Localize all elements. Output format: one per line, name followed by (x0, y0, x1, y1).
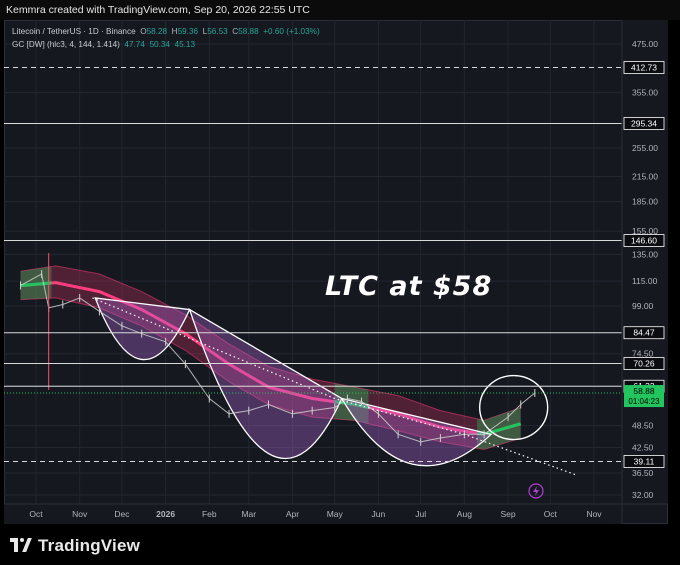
indicator-legend: GC [DW] (hlc3, 4, 144, 1.414) 47.74 50.3… (12, 40, 195, 49)
level-price-text: 295.34 (631, 118, 657, 128)
chart-annotation: LTC at $58 (325, 271, 493, 302)
level-price-text: 39.11 (634, 456, 655, 466)
x-tick-label: Apr (286, 509, 299, 519)
y-tick-label: 115.00 (632, 276, 658, 286)
y-tick-label: 135.00 (632, 249, 658, 259)
x-tick-label: Oct (544, 509, 558, 519)
level-price-text: 70.26 (633, 359, 655, 369)
last-price-text: 58.88 (633, 386, 655, 396)
x-tick-label: May (327, 509, 344, 519)
cup-arc (94, 297, 191, 361)
level-price-tag (623, 61, 665, 74)
level-price-tag (623, 234, 665, 247)
low-label: L (202, 27, 208, 36)
cup-arc (188, 308, 343, 460)
footer: TradingView (0, 524, 680, 565)
x-tick-label: Jul (415, 509, 426, 519)
countdown-text: 01:04:23 (628, 397, 660, 406)
ohlc-legend: Litecoin / TetherUS · 1D · Binance O58.2… (12, 27, 320, 36)
low-value: 56.53 (207, 27, 228, 36)
last-price-tag (624, 385, 664, 408)
level-price-tag (623, 455, 665, 468)
grid (4, 20, 622, 504)
tradingview-logo[interactable]: TradingView (10, 536, 140, 556)
lightning-icon[interactable] (528, 483, 544, 499)
close-value: 58.88 (238, 27, 259, 36)
level-price-tag (623, 117, 665, 130)
indicator-value-3: 45.13 (174, 40, 196, 49)
band-mid-line (20, 281, 522, 436)
price-chart[interactable]: 475.00355.00295.00255.00215.00185.00155.… (4, 20, 668, 524)
tradingview-logo-text: TradingView (38, 536, 141, 555)
y-tick-label: 48.50 (632, 420, 654, 430)
chart-header: Kemmra created with TradingView.com, Sep… (0, 0, 680, 20)
band-upper (20, 265, 521, 421)
x-tick-label: 2026 (156, 509, 175, 519)
y-tick-label: 42.50 (632, 443, 654, 453)
y-tick-label: 255.00 (632, 143, 658, 153)
x-tick-label: Feb (202, 509, 217, 519)
x-tick-label: Jun (372, 509, 386, 519)
price-line (20, 273, 536, 443)
y-tick-label: 99.00 (632, 301, 654, 311)
high-value: 59.36 (177, 27, 199, 36)
y-tick-label: 185.00 (632, 197, 658, 207)
level-price-tag (623, 326, 665, 340)
level-price-text: 146.60 (631, 236, 657, 246)
x-tick-label: Nov (586, 509, 602, 519)
x-tick-label: Nov (72, 509, 88, 519)
x-tick-label: Mar (241, 509, 256, 519)
trendline[interactable] (92, 297, 578, 476)
y-tick-label: 475.00 (632, 39, 658, 49)
y-tick-label: 215.00 (632, 172, 658, 182)
tradingview-logo-icon (10, 538, 32, 552)
x-tick-label: Sep (500, 509, 515, 519)
indicator-title[interactable]: GC [DW] (hlc3, 4, 144, 1.414) (12, 40, 120, 49)
level-price-text: 84.47 (633, 328, 655, 338)
band-green-line (20, 281, 52, 288)
y-tick-label: 74.50 (632, 349, 654, 359)
band-green-segment (477, 407, 521, 449)
level-price-tag (623, 357, 665, 370)
x-tick-label: Aug (457, 509, 472, 519)
open-label: O (140, 27, 147, 36)
y-tick-label: 355.00 (632, 88, 658, 98)
band-green-line (476, 422, 522, 436)
indicator-value-2: 50.34 (149, 40, 170, 49)
change-value: +0.60 (+1.03%) (263, 27, 320, 36)
price-axis-bg (622, 20, 668, 504)
symbol-title[interactable]: Litecoin / TetherUS · 1D · Binance (12, 27, 136, 36)
y-tick-label: 36.50 (632, 468, 654, 478)
x-tick-label: Dec (114, 509, 130, 519)
time-axis-bg (4, 504, 622, 524)
open-value: 58.28 (146, 27, 168, 36)
close-label: C (232, 27, 239, 36)
time-axis[interactable]: Oct Nov Dec 2026 Feb Mar Apr May Jun Jul Aug Sep Oct… (4, 20, 668, 524)
highlight-circle[interactable] (478, 374, 549, 441)
y-tick-label: 155.00 (632, 226, 658, 236)
y-tick-label: 32.00 (632, 490, 654, 500)
price-axis[interactable]: 475.00355.00295.00255.00215.00185.00155.… (622, 20, 668, 504)
level-price-text: 412.73 (631, 62, 657, 72)
cup-arc (340, 397, 493, 467)
indicator-value-1: 47.74 (124, 40, 145, 49)
high-label: H (171, 27, 178, 36)
x-tick-label: Oct (29, 509, 43, 519)
chart-frame (4, 20, 668, 524)
